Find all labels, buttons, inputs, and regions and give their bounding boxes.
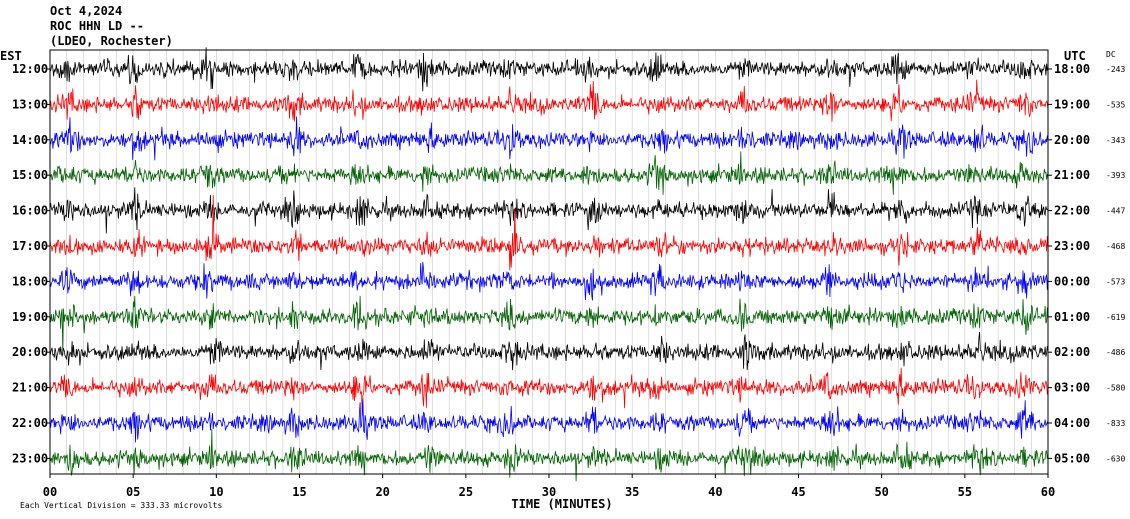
x-tick-label: 35 xyxy=(625,485,639,499)
station-label: ROC HHN LD -- xyxy=(50,19,144,33)
est-label: 13:00 xyxy=(12,97,48,111)
x-tick-label: 20 xyxy=(375,485,389,499)
trace-15:00 xyxy=(49,151,1049,195)
trace-23:00 xyxy=(49,428,1049,482)
scale-note: Each Vertical Division = 333.33 microvol… xyxy=(20,501,222,510)
x-tick-label: 25 xyxy=(459,485,473,499)
dc-header: DC xyxy=(1106,50,1116,59)
est-label: 18:00 xyxy=(12,274,48,288)
date-label: Oct 4,2024 xyxy=(50,4,123,18)
trace-16:00 xyxy=(49,187,1049,234)
utc-label: 04:00 xyxy=(1054,416,1090,430)
x-tick-label: 15 xyxy=(292,485,306,499)
est-label: 19:00 xyxy=(12,310,48,324)
trace-21:00 xyxy=(49,367,1049,416)
trace-14:00 xyxy=(49,116,1049,161)
est-label: 15:00 xyxy=(12,168,48,182)
dc-value: -619 xyxy=(1106,313,1125,322)
utc-label: 03:00 xyxy=(1054,381,1090,395)
dc-value: -833 xyxy=(1106,419,1125,428)
x-tick-label: 45 xyxy=(791,485,805,499)
trace-12:00 xyxy=(49,47,1049,92)
dc-value: -535 xyxy=(1106,100,1125,109)
seismic-traces xyxy=(49,47,1049,482)
x-axis-title: TIME (MINUTES) xyxy=(511,497,612,511)
utc-label: 18:00 xyxy=(1054,62,1090,76)
utc-label: 20:00 xyxy=(1054,133,1090,147)
trace-18:00 xyxy=(49,261,1049,301)
location-label: (LDEO, Rochester) xyxy=(50,34,173,48)
dc-value: -468 xyxy=(1106,242,1125,251)
dc-value: -630 xyxy=(1106,454,1125,463)
dc-value: -447 xyxy=(1106,207,1125,216)
x-tick-label: 30 xyxy=(542,485,556,499)
est-label: 12:00 xyxy=(12,62,48,76)
est-label: 17:00 xyxy=(12,239,48,253)
x-tick-label: 05 xyxy=(126,485,140,499)
est-label: 20:00 xyxy=(12,345,48,359)
utc-label: 01:00 xyxy=(1054,310,1090,324)
est-label: 22:00 xyxy=(12,416,48,430)
trace-19:00 xyxy=(49,295,1049,355)
utc-header: UTC xyxy=(1064,49,1086,63)
utc-label: 02:00 xyxy=(1054,345,1090,359)
axis-labels: 12:00 18:00 -243 13:00 19:00 -535 14:00 20:00 -3… xyxy=(0,49,1125,511)
dc-value: -243 xyxy=(1106,65,1125,74)
dc-value: -486 xyxy=(1106,348,1125,357)
x-tick-label: 10 xyxy=(209,485,223,499)
utc-label: 19:00 xyxy=(1054,97,1090,111)
dc-value: -393 xyxy=(1106,171,1125,180)
trace-17:00 xyxy=(49,195,1049,271)
utc-label: 23:00 xyxy=(1054,239,1090,253)
dc-value: -580 xyxy=(1106,384,1125,393)
est-label: 16:00 xyxy=(12,204,48,218)
x-tick-label: 60 xyxy=(1041,485,1055,499)
utc-label: 05:00 xyxy=(1054,451,1090,465)
est-label: 21:00 xyxy=(12,381,48,395)
est-label: 14:00 xyxy=(12,133,48,147)
trace-13:00 xyxy=(49,79,1049,122)
utc-label: 21:00 xyxy=(1054,168,1090,182)
trace-22:00 xyxy=(49,398,1049,443)
dc-value: -343 xyxy=(1106,136,1125,145)
x-tick-label: 55 xyxy=(958,485,972,499)
utc-label: 00:00 xyxy=(1054,274,1090,288)
trace-20:00 xyxy=(49,331,1049,371)
utc-label: 22:00 xyxy=(1054,204,1090,218)
grid-lines xyxy=(66,50,1032,474)
est-header: EST xyxy=(0,49,22,63)
x-tick-label: 40 xyxy=(708,485,722,499)
est-label: 23:00 xyxy=(12,451,48,465)
dc-value: -573 xyxy=(1106,277,1125,286)
x-tick-label: 50 xyxy=(874,485,888,499)
x-tick-label: 00 xyxy=(43,485,57,499)
